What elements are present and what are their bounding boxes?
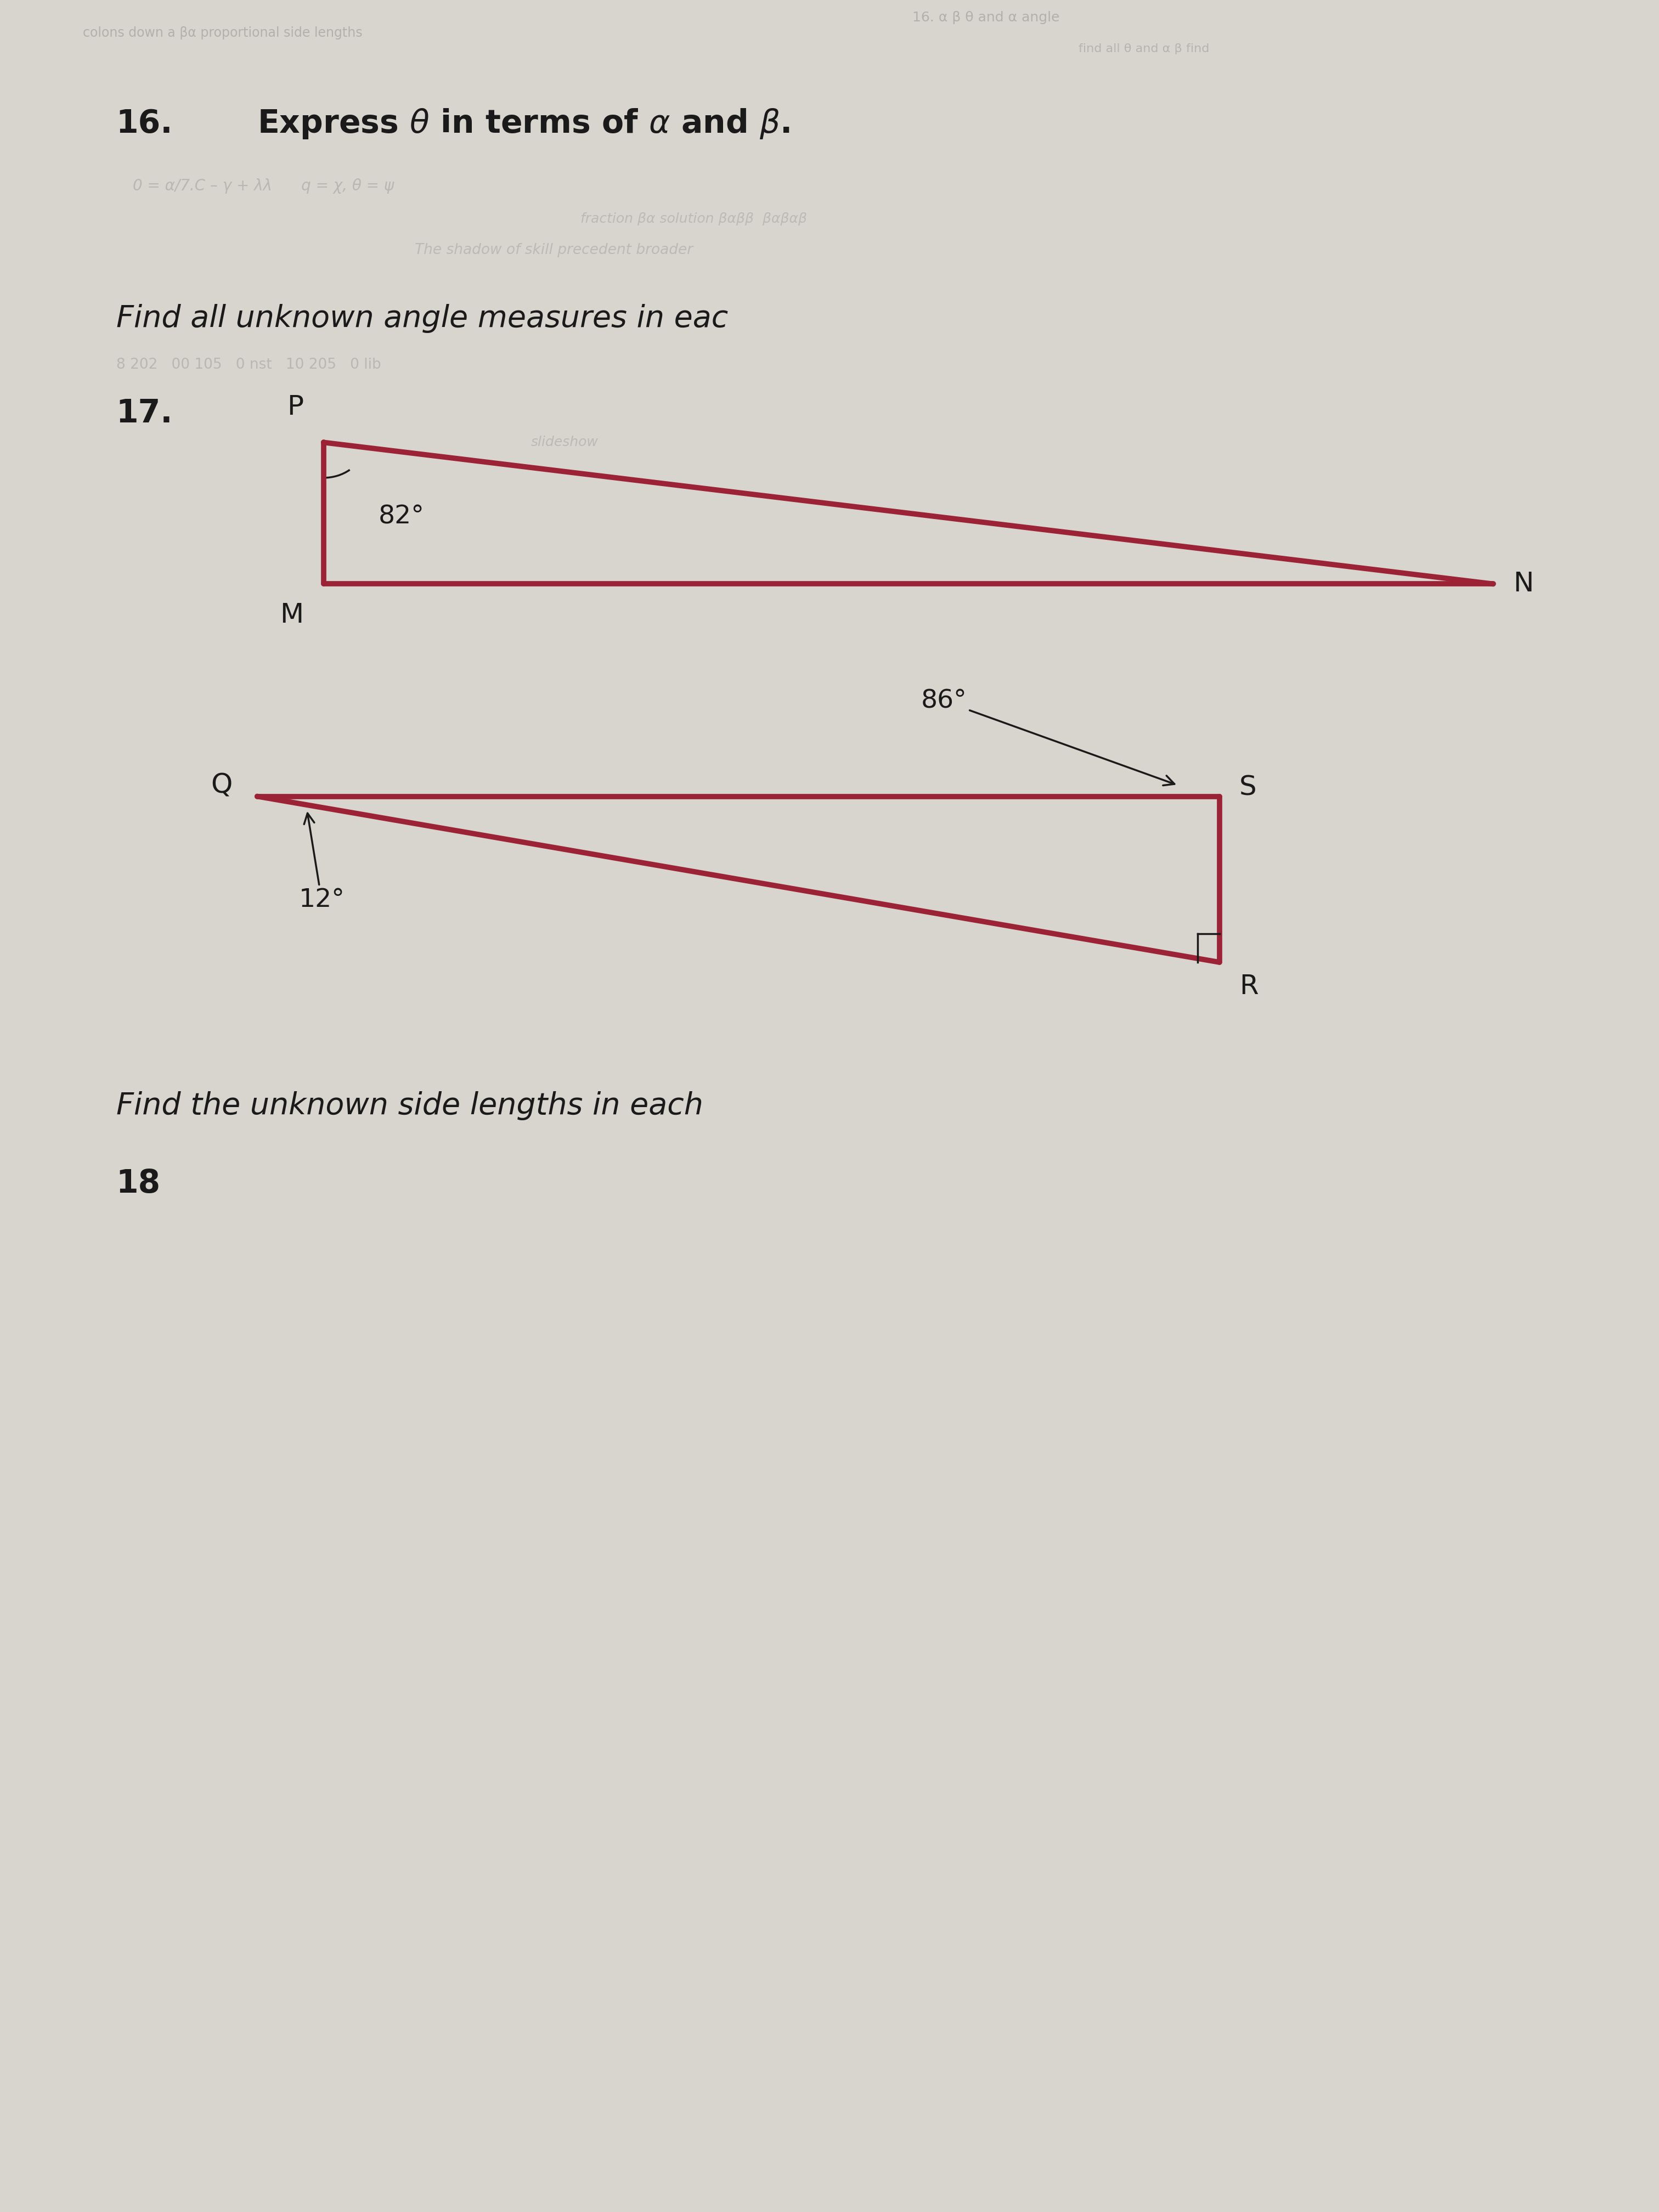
Text: 0 = α/7.C – γ + λλ      q = χ, θ = ψ: 0 = α/7.C – γ + λλ q = χ, θ = ψ: [133, 179, 393, 192]
Text: colons down a βα proportional side lengths: colons down a βα proportional side lengt…: [83, 27, 363, 40]
Text: M: M: [280, 602, 304, 628]
Text: Express $\theta$ in terms of $\alpha$ and $\beta$.: Express $\theta$ in terms of $\alpha$ an…: [257, 106, 790, 142]
Text: 16. α β θ and α angle: 16. α β θ and α angle: [912, 11, 1060, 24]
Text: slideshow: slideshow: [531, 436, 599, 449]
Text: S: S: [1239, 774, 1256, 801]
Text: N: N: [1513, 571, 1533, 597]
Text: 82°: 82°: [378, 504, 425, 529]
Text: 8 202   00 105   0 nst   10 205   0 lib: 8 202 00 105 0 nst 10 205 0 lib: [116, 358, 382, 372]
Text: R: R: [1239, 973, 1258, 1000]
Text: 18: 18: [116, 1168, 161, 1199]
Text: Q: Q: [211, 772, 232, 799]
Text: find all θ and α β find: find all θ and α β find: [1078, 44, 1209, 53]
Text: The shadow of skill precedent broader: The shadow of skill precedent broader: [415, 243, 693, 257]
Text: 17.: 17.: [116, 398, 173, 429]
Text: 16.: 16.: [116, 108, 173, 139]
Text: 12°: 12°: [299, 814, 345, 911]
Text: P: P: [287, 394, 304, 420]
Text: fraction βα solution βαββ  βαβαβ: fraction βα solution βαββ βαβαβ: [581, 212, 808, 226]
Text: Find all unknown angle measures in eac: Find all unknown angle measures in eac: [116, 303, 728, 334]
Text: 86°: 86°: [921, 688, 1175, 785]
Text: Find the unknown side lengths in each: Find the unknown side lengths in each: [116, 1091, 703, 1121]
